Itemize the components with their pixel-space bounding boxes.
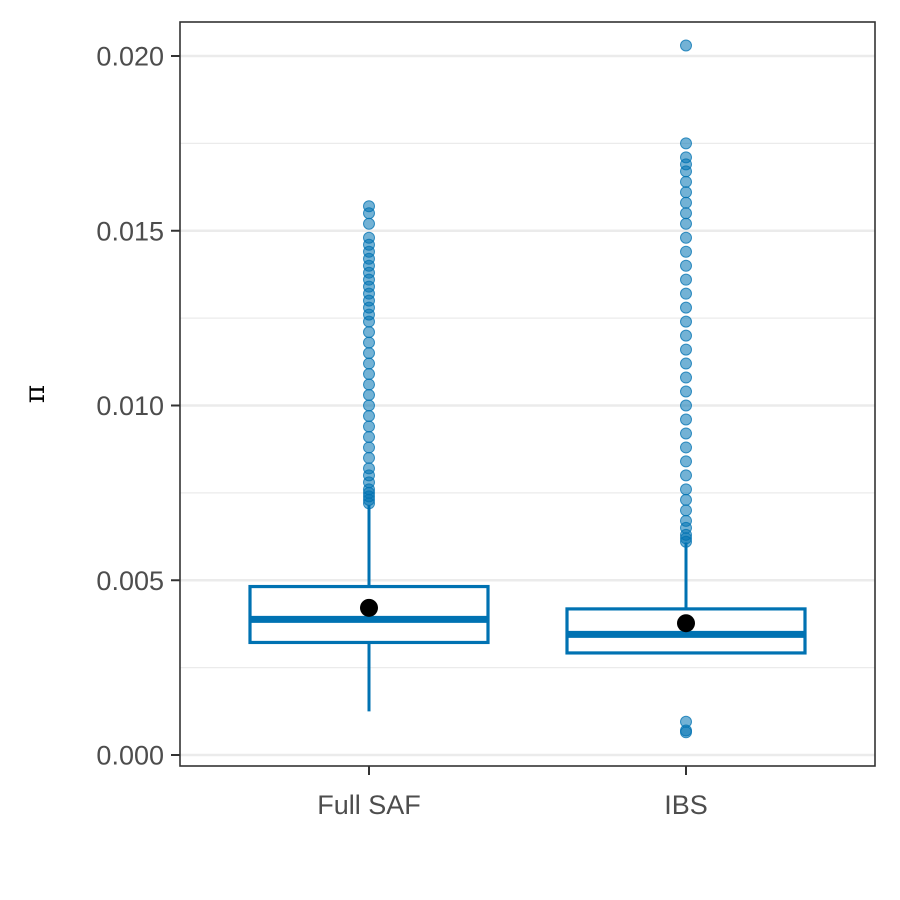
- outlier-point: [680, 259, 692, 272]
- outlier-point: [680, 504, 692, 517]
- outlier-point: [680, 483, 692, 496]
- outlier-point: [363, 451, 375, 464]
- outlier-point: [680, 39, 692, 52]
- outlier-point: [680, 151, 692, 164]
- box-group-full-saf: [248, 200, 490, 712]
- outlier-point: [680, 273, 692, 286]
- outlier-point: [680, 175, 692, 188]
- outlier-point: [363, 378, 375, 391]
- outlier-point: [680, 231, 692, 244]
- outlier-point: [363, 357, 375, 370]
- x-tick-label: IBS: [664, 790, 708, 820]
- outlier-point: [680, 301, 692, 314]
- outlier-point: [680, 514, 692, 527]
- outlier-point: [363, 200, 375, 213]
- panel-border: [179, 21, 876, 767]
- y-tick-label: 0.015: [96, 216, 164, 246]
- plot-data: [248, 39, 807, 739]
- outlier-point: [680, 207, 692, 220]
- outlier-point: [680, 399, 692, 412]
- outlier-point: [363, 441, 375, 454]
- outlier-point: [363, 231, 375, 244]
- y-tick-label: 0.010: [96, 391, 164, 421]
- y-tick-label: 0.000: [96, 741, 164, 771]
- grid-lines: [180, 54, 875, 757]
- outlier-point: [363, 217, 375, 230]
- y-tick-label: 0.005: [96, 566, 164, 596]
- outlier-point: [680, 315, 692, 328]
- outlier-point: [680, 427, 692, 440]
- outlier-point: [363, 368, 375, 381]
- outlier-point: [363, 399, 375, 412]
- outlier-point: [680, 469, 692, 482]
- outlier-point: [363, 336, 375, 349]
- y-axis-title: π: [18, 385, 51, 403]
- axes: 0.000 0.005 0.010 0.015 0.020 Full SAF IBS: [96, 42, 707, 821]
- outlier-point: [680, 455, 692, 468]
- outlier-point: [680, 186, 692, 199]
- outlier-point: [363, 420, 375, 433]
- outlier-point: [680, 287, 692, 300]
- outlier-point: [363, 389, 375, 402]
- outlier-point: [363, 347, 375, 360]
- outlier-point: [363, 430, 375, 443]
- outlier-point: [680, 493, 692, 506]
- mean-point: [360, 598, 378, 617]
- outlier-point: [680, 413, 692, 426]
- outlier-point: [680, 196, 692, 209]
- outlier-point: [363, 409, 375, 422]
- y-tick-label: 0.020: [96, 42, 164, 72]
- box-group-ibs: [565, 39, 807, 739]
- outlier-point: [680, 357, 692, 370]
- mean-point: [677, 614, 695, 633]
- outlier-point: [680, 715, 692, 728]
- outlier-point: [680, 217, 692, 230]
- outlier-point: [680, 371, 692, 384]
- outlier-point: [680, 137, 692, 150]
- outlier-point: [680, 343, 692, 356]
- outlier-point: [363, 462, 375, 475]
- outlier-point: [680, 441, 692, 454]
- outlier-point: [363, 326, 375, 339]
- outlier-point: [680, 245, 692, 258]
- x-tick-label: Full SAF: [317, 790, 421, 820]
- outlier-point: [680, 385, 692, 398]
- outlier-point: [680, 329, 692, 342]
